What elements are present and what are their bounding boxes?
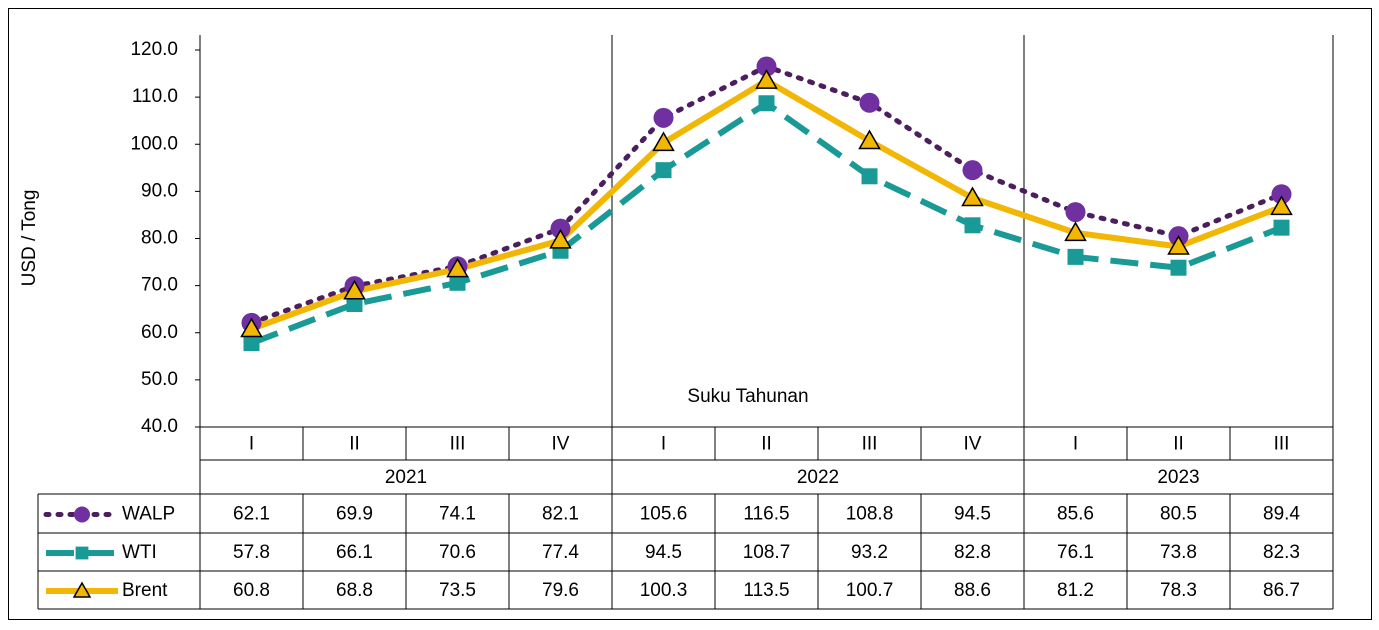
marker xyxy=(549,228,572,249)
x-group-label: 2023 xyxy=(1157,467,1199,488)
x-group-label: 2022 xyxy=(797,467,839,488)
table-value: 81.2 xyxy=(1057,580,1094,601)
table-value: 116.5 xyxy=(743,504,789,525)
x-tick-label: IV xyxy=(964,434,982,455)
x-tick-label: II xyxy=(1173,434,1184,455)
x-tick-label: II xyxy=(349,434,360,455)
table-value: 94.5 xyxy=(645,542,682,563)
x-group-label: 2021 xyxy=(385,467,427,488)
table-value: 62.1 xyxy=(233,504,270,525)
table-value: 113.5 xyxy=(743,580,789,601)
marker xyxy=(1065,202,1086,223)
marker xyxy=(550,218,571,239)
marker xyxy=(75,546,89,560)
table-value: 82.1 xyxy=(542,504,579,525)
y-tick-label: 100.0 xyxy=(130,133,178,154)
marker xyxy=(74,506,90,523)
table-value: 89.4 xyxy=(1263,504,1300,525)
marker xyxy=(861,168,878,185)
table-value: 66.1 xyxy=(336,542,373,563)
table-value: 100.3 xyxy=(640,580,688,601)
x-tick-label: IV xyxy=(552,434,570,455)
table-value: 74.1 xyxy=(439,504,476,525)
table-value: 88.6 xyxy=(954,580,991,601)
marker xyxy=(346,296,363,313)
table-value: 77.4 xyxy=(542,542,579,563)
table-value: 86.7 xyxy=(1263,580,1300,601)
y-tick-label: 90.0 xyxy=(141,180,178,201)
marker xyxy=(964,217,981,234)
table-value: 73.8 xyxy=(1160,542,1197,563)
marker xyxy=(240,317,263,338)
table-value: 100.7 xyxy=(846,580,894,601)
x-axis-label: Suku Tahunan xyxy=(687,386,808,407)
table-value: 57.8 xyxy=(233,542,270,563)
table-value: 82.8 xyxy=(954,542,991,563)
legend-label: WTI xyxy=(122,542,157,563)
table-value: 85.6 xyxy=(1057,504,1094,525)
legend-label: WALP xyxy=(122,504,175,525)
table-value: 60.8 xyxy=(233,580,270,601)
x-tick-label: III xyxy=(862,434,878,455)
table-value: 69.9 xyxy=(336,504,373,525)
chart-border xyxy=(8,8,1372,620)
table-value: 105.6 xyxy=(640,504,688,525)
marker xyxy=(449,274,466,291)
marker xyxy=(343,279,366,300)
marker xyxy=(1273,219,1290,236)
marker xyxy=(1064,221,1087,242)
marker xyxy=(243,335,260,352)
table-value: 76.1 xyxy=(1057,542,1094,563)
marker xyxy=(962,160,983,181)
table-value: 93.2 xyxy=(851,542,888,563)
x-tick-label: I xyxy=(249,434,254,455)
legend-label: Brent xyxy=(122,580,168,601)
marker xyxy=(72,581,92,598)
marker xyxy=(446,257,469,278)
y-tick-label: 70.0 xyxy=(141,275,178,296)
table-value: 80.5 xyxy=(1160,504,1197,525)
table-value: 73.5 xyxy=(439,580,476,601)
table-value: 94.5 xyxy=(954,504,991,525)
marker xyxy=(756,56,777,77)
table-value: 68.8 xyxy=(336,580,373,601)
y-tick-label: 80.0 xyxy=(141,228,178,249)
marker xyxy=(1270,195,1293,216)
y-tick-label: 120.0 xyxy=(130,39,178,60)
y-tick-label: 40.0 xyxy=(141,416,178,437)
marker xyxy=(859,92,880,113)
table-value: 79.6 xyxy=(542,580,579,601)
x-tick-label: I xyxy=(1073,434,1078,455)
y-axis-label: USD / Tong xyxy=(19,190,40,287)
x-tick-label: II xyxy=(761,434,772,455)
table-value: 78.3 xyxy=(1160,580,1197,601)
x-tick-label: III xyxy=(450,434,466,455)
table-value: 70.6 xyxy=(439,542,476,563)
marker xyxy=(1170,259,1187,276)
marker xyxy=(758,95,775,112)
marker xyxy=(755,69,778,89)
marker xyxy=(655,162,672,179)
marker xyxy=(1271,184,1292,205)
table-value: 108.8 xyxy=(846,504,894,525)
y-tick-label: 50.0 xyxy=(141,369,178,390)
table-value: 82.3 xyxy=(1263,542,1300,563)
marker xyxy=(653,107,674,128)
marker xyxy=(652,131,675,152)
table-value: 108.7 xyxy=(743,542,791,563)
x-tick-label: I xyxy=(661,434,666,455)
marker xyxy=(858,129,881,150)
marker xyxy=(961,186,984,207)
x-tick-label: III xyxy=(1274,434,1290,455)
y-tick-label: 60.0 xyxy=(141,322,178,343)
marker xyxy=(1067,248,1084,265)
y-tick-label: 110.0 xyxy=(132,86,178,107)
marker xyxy=(1167,234,1190,255)
